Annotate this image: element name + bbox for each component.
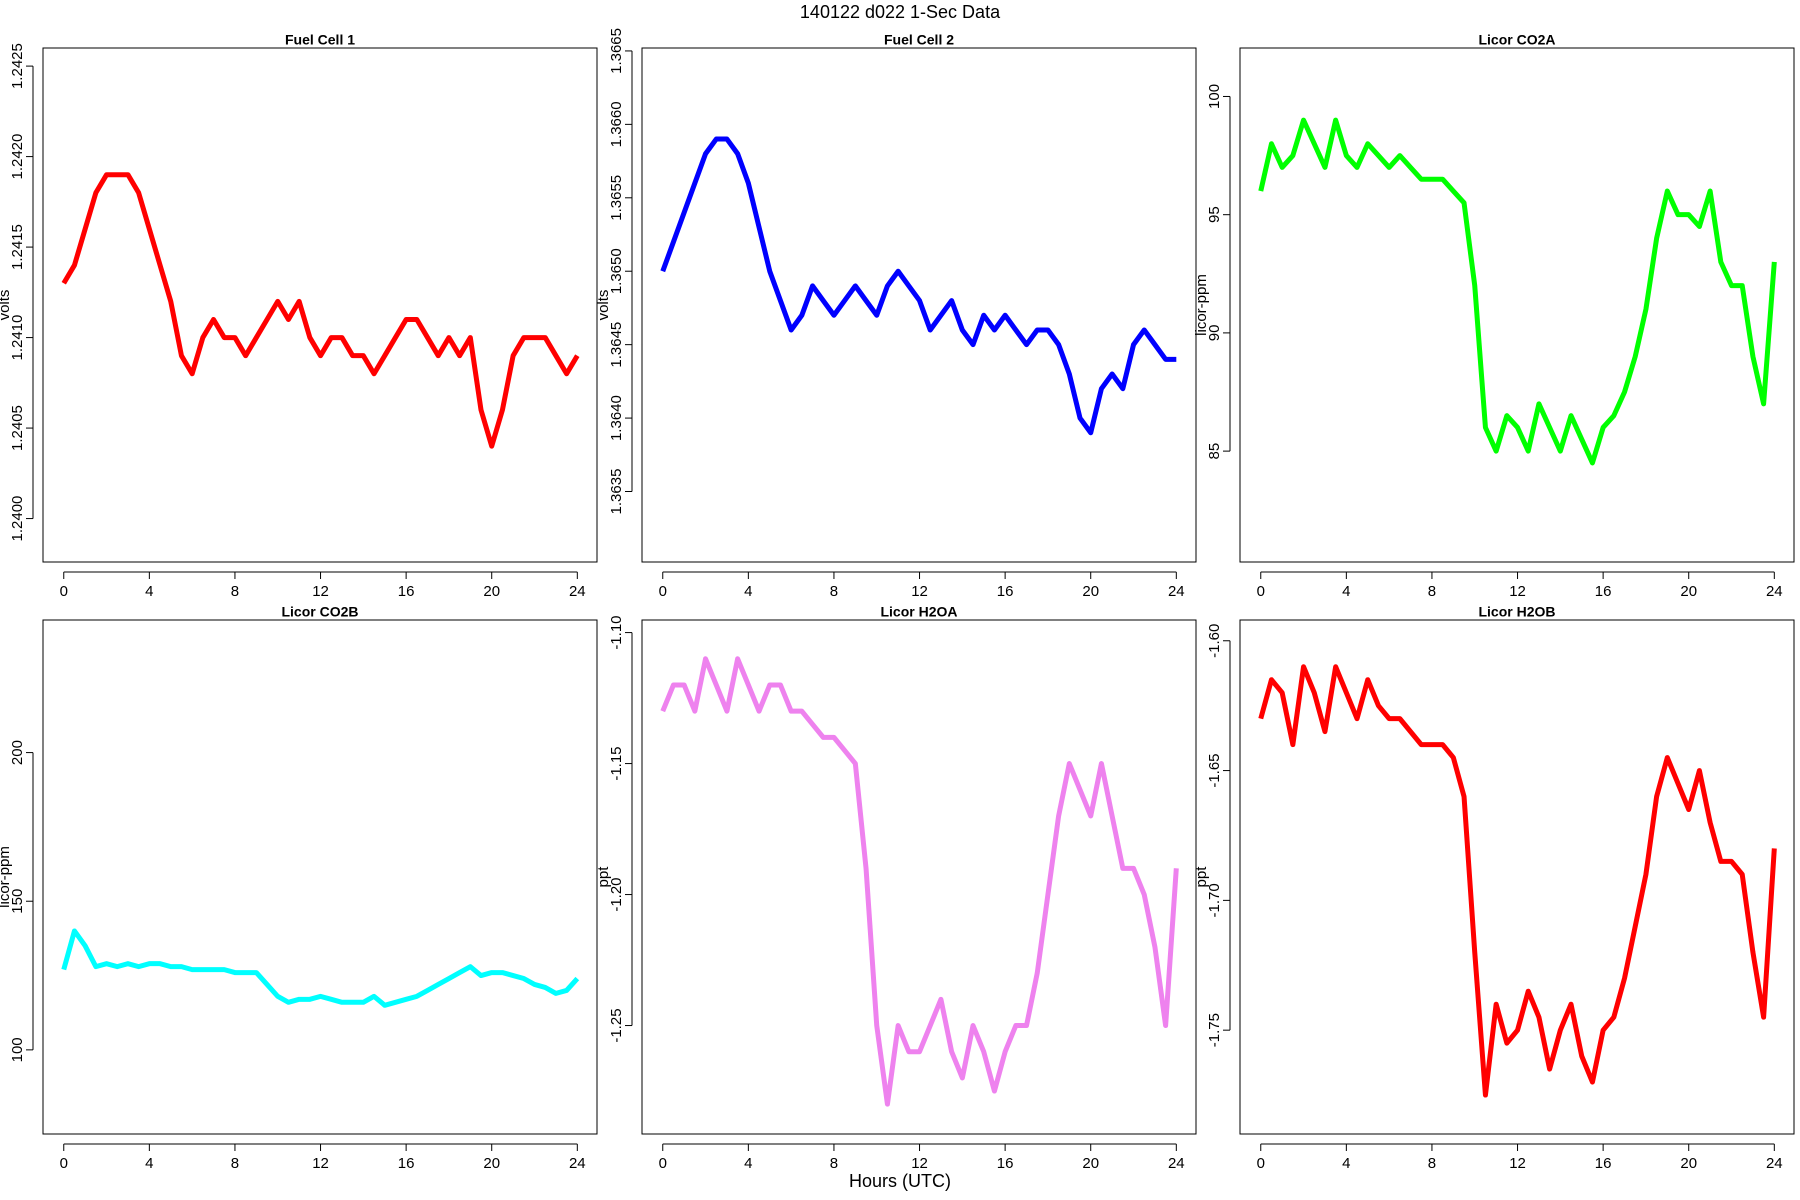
y-tick-label: -1.75: [1206, 1013, 1223, 1047]
x-tick-label: 8: [1428, 1155, 1436, 1172]
x-tick-label: 20: [1680, 583, 1697, 600]
plot-frame: [1239, 47, 1795, 563]
y-tick-label: 150: [9, 889, 26, 914]
x-tick-label: 24: [569, 583, 586, 600]
x-tick-label: 4: [1342, 1155, 1350, 1172]
panel-title: Fuel Cell 1: [285, 32, 355, 48]
data-line: [660, 136, 1177, 436]
x-tick-label: 0: [1257, 1155, 1265, 1172]
x-tick-label: 20: [483, 583, 500, 600]
data-line: [1258, 117, 1777, 466]
x-tick-label: 24: [1766, 1155, 1783, 1172]
panel-title: Licor H2OB: [1478, 604, 1555, 620]
x-tick-label: 24: [1766, 583, 1783, 600]
x-tick-label: 16: [398, 583, 415, 600]
x-tick-label: 8: [830, 583, 838, 600]
x-tick-label: 16: [1595, 1155, 1612, 1172]
y-tick-label: 100: [1206, 84, 1223, 109]
x-tick-label: 12: [911, 1155, 928, 1172]
x-tick-label: 0: [1257, 583, 1265, 600]
x-tick-label: 20: [483, 1155, 500, 1172]
data-line: [660, 656, 1179, 1107]
y-tick-label: -1.60: [1206, 624, 1223, 658]
y-tick-label: 95: [1206, 206, 1223, 223]
y-tick-label: 1.3640: [608, 395, 625, 441]
x-tick-label: 0: [659, 583, 667, 600]
y-tick-label: 1.2400: [9, 496, 26, 542]
y-tick-label: -1.10: [608, 615, 625, 649]
data-line: [1258, 664, 1777, 1098]
x-tick-label: 16: [997, 583, 1014, 600]
x-tick-label: 20: [1680, 1155, 1697, 1172]
y-axis-label: licor-ppm: [1193, 274, 1210, 336]
x-tick-label: 8: [1428, 583, 1436, 600]
y-tick-label: -1.20: [608, 877, 625, 911]
y-axis-label: ppt: [595, 866, 612, 888]
y-tick-label: 1.2415: [9, 224, 26, 270]
plot-frame: [641, 47, 1197, 563]
x-tick-label: 24: [1168, 583, 1185, 600]
x-tick-label: 20: [1082, 583, 1099, 600]
y-tick-label: 1.2425: [9, 43, 26, 89]
figure-title: 140122 d022 1-Sec Data: [800, 2, 1001, 22]
y-tick-label: 1.3660: [608, 101, 625, 147]
y-tick-label: 1.2405: [9, 405, 26, 451]
y-tick-label: 85: [1206, 443, 1223, 460]
x-tick-label: 8: [231, 1155, 239, 1172]
y-tick-label: 1.3655: [608, 175, 625, 221]
panel-title: Fuel Cell 2: [884, 32, 954, 48]
y-tick-label: -1.65: [1206, 753, 1223, 787]
y-tick-label: 1.2420: [9, 134, 26, 180]
y-tick-label: 90: [1206, 325, 1223, 342]
y-axis-label: volts: [595, 290, 612, 321]
panel-title: Licor CO2A: [1478, 32, 1555, 48]
data-line: [61, 172, 580, 449]
x-tick-label: 4: [744, 583, 752, 600]
plot-frame: [42, 47, 598, 563]
x-tick-label: 16: [398, 1155, 415, 1172]
x-tick-label: 12: [1509, 583, 1526, 600]
x-tick-label: 4: [744, 1155, 752, 1172]
x-axis-label: Hours (UTC): [849, 1171, 951, 1191]
x-tick-label: 16: [997, 1155, 1014, 1172]
x-tick-label: 0: [60, 583, 68, 600]
x-tick-label: 8: [830, 1155, 838, 1172]
x-tick-label: 24: [1168, 1155, 1185, 1172]
x-tick-label: 16: [1595, 583, 1612, 600]
y-tick-label: -1.15: [608, 746, 625, 780]
x-tick-label: 8: [231, 583, 239, 600]
plot-frame: [42, 619, 598, 1135]
data-line: [61, 928, 580, 1008]
y-tick-label: 100: [9, 1037, 26, 1062]
y-tick-label: 200: [9, 740, 26, 765]
y-tick-label: 1.3635: [608, 469, 625, 515]
x-tick-label: 0: [659, 1155, 667, 1172]
x-tick-label: 0: [60, 1155, 68, 1172]
x-tick-label: 20: [1082, 1155, 1099, 1172]
x-tick-label: 12: [312, 583, 329, 600]
y-tick-label: 1.3665: [608, 28, 625, 74]
x-tick-label: 4: [145, 1155, 153, 1172]
panel-title: Licor CO2B: [281, 604, 358, 620]
y-tick-label: 1.2410: [9, 315, 26, 361]
x-tick-label: 4: [1342, 583, 1350, 600]
x-tick-label: 4: [145, 583, 153, 600]
plot-frame: [641, 619, 1197, 1135]
y-tick-label: -1.25: [608, 1008, 625, 1042]
y-axis-label: volts: [0, 290, 13, 321]
panel-title: Licor H2OA: [880, 604, 957, 620]
x-tick-label: 12: [1509, 1155, 1526, 1172]
x-tick-label: 24: [569, 1155, 586, 1172]
y-axis-label: licor-ppm: [0, 846, 13, 908]
plot-frame: [1239, 619, 1795, 1135]
y-tick-label: -1.70: [1206, 883, 1223, 917]
x-tick-label: 12: [312, 1155, 329, 1172]
y-tick-label: 1.3650: [608, 248, 625, 294]
y-axis-label: ppt: [1193, 866, 1210, 888]
x-tick-label: 12: [911, 583, 928, 600]
y-tick-label: 1.3645: [608, 322, 625, 368]
